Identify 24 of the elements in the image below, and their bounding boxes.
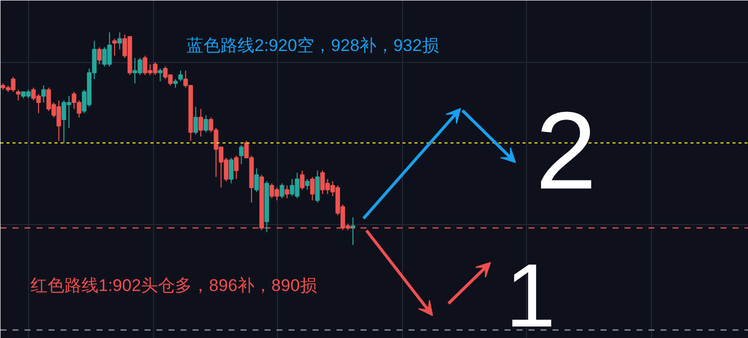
candlestick: [234, 155, 239, 180]
candlestick: [310, 176, 315, 201]
candlestick: [158, 68, 163, 82]
candlestick: [228, 157, 234, 184]
candlestick: [117, 32, 122, 50]
candlestick: [41, 85, 46, 104]
candlestick: [284, 184, 290, 199]
candlestick: [193, 106, 198, 135]
text: 2: [536, 90, 597, 212]
text: 1: [506, 246, 556, 338]
candlestick: [315, 170, 320, 203]
candlestick: [112, 38, 117, 56]
candlestick: [305, 178, 310, 190]
candlestick: [280, 182, 284, 199]
candlestick: [204, 114, 208, 133]
candlestick: [254, 168, 259, 192]
candlestick: [178, 70, 183, 82]
candlestick: [300, 170, 305, 190]
candlestick: [198, 108, 204, 138]
annotation: 蓝色路线2:920空，928补，932损: [186, 36, 439, 55]
candlestick: [16, 89, 21, 101]
text: 红色路线1:902头仓多，896补，890损: [30, 276, 317, 295]
candlestick: [239, 144, 244, 165]
candlestick: [97, 46, 102, 65]
